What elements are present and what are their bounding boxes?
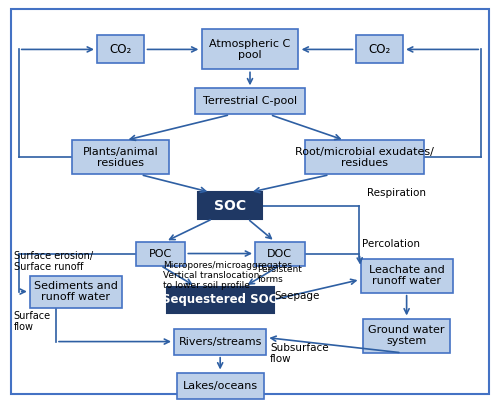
FancyBboxPatch shape: [356, 35, 403, 63]
Text: Respiration: Respiration: [367, 189, 426, 199]
Text: SOC: SOC: [214, 199, 246, 212]
Text: Micropores/microaggregates
Vertical translocation
to lower soil profile: Micropores/microaggregates Vertical tran…: [163, 261, 292, 291]
FancyBboxPatch shape: [255, 241, 304, 266]
Text: Atmospheric C
pool: Atmospheric C pool: [210, 39, 290, 60]
FancyBboxPatch shape: [174, 328, 266, 355]
Text: Plants/animal
residues: Plants/animal residues: [83, 147, 158, 168]
Text: DOC: DOC: [268, 249, 292, 259]
FancyBboxPatch shape: [166, 287, 274, 313]
Text: Seepage: Seepage: [275, 291, 320, 301]
FancyBboxPatch shape: [196, 88, 304, 114]
FancyBboxPatch shape: [363, 318, 450, 353]
Text: Persistent
forms: Persistent forms: [258, 265, 302, 284]
Text: POC: POC: [149, 249, 172, 259]
FancyBboxPatch shape: [360, 259, 452, 293]
Text: Surface
flow: Surface flow: [14, 311, 51, 332]
Text: CO₂: CO₂: [368, 43, 390, 56]
Text: Sediments and
runoff water: Sediments and runoff water: [34, 281, 118, 302]
Text: Surface erosion/
Surface runoff: Surface erosion/ Surface runoff: [14, 251, 93, 272]
FancyBboxPatch shape: [304, 141, 424, 174]
FancyBboxPatch shape: [176, 373, 264, 399]
FancyBboxPatch shape: [72, 141, 169, 174]
Text: CO₂: CO₂: [110, 43, 132, 56]
Text: Subsurface
flow: Subsurface flow: [270, 343, 328, 364]
FancyBboxPatch shape: [97, 35, 144, 63]
Text: Terrestrial C-pool: Terrestrial C-pool: [203, 96, 297, 106]
FancyBboxPatch shape: [202, 29, 298, 69]
Text: Leachate and
runoff water: Leachate and runoff water: [369, 265, 444, 287]
FancyBboxPatch shape: [30, 276, 122, 307]
Text: Lakes/oceans: Lakes/oceans: [182, 380, 258, 391]
FancyBboxPatch shape: [136, 241, 186, 266]
Text: Root/microbial exudates/
residues: Root/microbial exudates/ residues: [295, 147, 434, 168]
Text: Rivers/streams: Rivers/streams: [178, 337, 262, 347]
Text: Percolation: Percolation: [362, 239, 420, 249]
FancyBboxPatch shape: [198, 193, 262, 218]
Text: Sequestered SOC: Sequestered SOC: [162, 293, 278, 306]
Text: Ground water
system: Ground water system: [368, 325, 445, 346]
